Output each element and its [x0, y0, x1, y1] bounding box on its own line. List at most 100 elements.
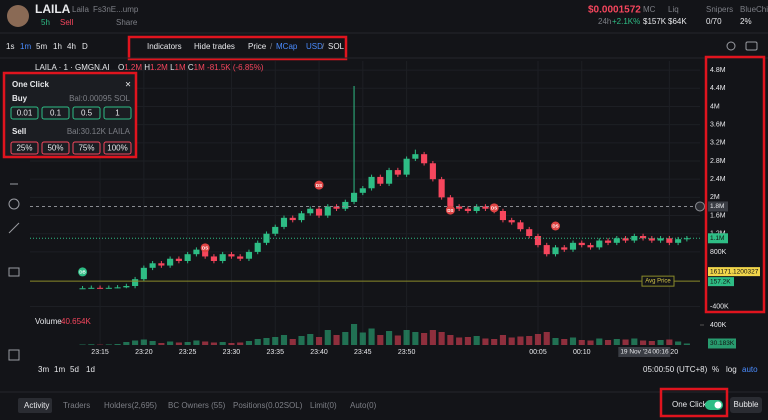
tool-icon[interactable] [8, 349, 20, 361]
range-button[interactable]: 1d [86, 365, 95, 374]
trade-marker[interactable] [78, 267, 88, 277]
tool-icon[interactable] [8, 267, 20, 277]
tab[interactable]: Holders(2,695) [104, 401, 157, 410]
bubble-button[interactable] [730, 397, 762, 413]
volume-bar [631, 338, 638, 345]
trade-marker[interactable] [550, 221, 560, 231]
candle-body [359, 188, 366, 193]
percent-toggle[interactable]: % [712, 365, 719, 374]
buy-button[interactable] [103, 106, 132, 120]
mcap-toggle[interactable]: MCap [276, 42, 298, 51]
volume-bar [298, 336, 305, 345]
sell-button[interactable] [72, 141, 101, 155]
y-tick-label: 2.4M [710, 176, 726, 183]
candle-body [272, 226, 279, 234]
price-toggle[interactable]: Price [248, 42, 267, 51]
tab[interactable]: Traders [63, 401, 90, 410]
x-tick-label: 23:50 [398, 349, 416, 356]
price-box [708, 277, 734, 287]
volume-bar [132, 340, 139, 345]
tab[interactable]: Auto(0) [350, 401, 377, 410]
stat-label: BlueChip [740, 5, 768, 14]
sol-toggle[interactable]: SOL [328, 42, 345, 51]
trade-marker[interactable] [200, 243, 210, 253]
token-address[interactable]: Fs3nE...ump [93, 5, 139, 14]
interval-button[interactable]: 1h [53, 42, 62, 51]
interval-button[interactable]: D [82, 42, 88, 51]
volume-bar [464, 337, 471, 345]
stat-value: 0/70 [706, 17, 722, 26]
candle-body [315, 208, 323, 216]
trade-marker[interactable] [314, 180, 324, 190]
volume-bar [359, 332, 366, 345]
sell-button[interactable] [10, 141, 39, 155]
candle-body [438, 179, 445, 198]
close-button[interactable]: × [125, 80, 131, 91]
token-symbol: LAILA [35, 2, 71, 16]
log-toggle[interactable]: log [726, 365, 737, 374]
x-tick-label: 23:20 [135, 349, 153, 356]
trade-marker-label: DS [447, 208, 453, 213]
trade-marker[interactable] [445, 205, 455, 215]
candle-body [202, 249, 209, 257]
panel-title: One Click [12, 80, 49, 89]
tab[interactable]: Limit(0) [310, 401, 337, 410]
tool-icon[interactable] [8, 222, 20, 234]
legend-value: 1M [175, 63, 186, 72]
interval-button[interactable]: 1m [20, 42, 31, 51]
range-button[interactable]: 3m [38, 365, 49, 374]
y-tick-label: 2M [710, 194, 720, 201]
camera-icon[interactable] [745, 41, 758, 51]
indicators-button[interactable]: Indicators [147, 42, 182, 51]
candle-body [596, 240, 603, 248]
buy-amount: 0.01 [17, 109, 33, 118]
candle-body [421, 154, 428, 164]
buy-button[interactable] [10, 106, 39, 120]
sell-button[interactable] [41, 141, 70, 155]
candle-body [368, 176, 375, 189]
switch-knob [714, 401, 722, 409]
volume-bar [412, 332, 419, 345]
trade-marker-label: DS [552, 224, 558, 229]
volume-bar [596, 338, 603, 345]
volume-bar [421, 333, 428, 345]
x-tick-label: 00:10 [573, 349, 591, 356]
volume-bar [167, 341, 174, 345]
volume-bar [158, 343, 165, 345]
interval-button[interactable]: 5m [36, 42, 47, 51]
buy-button[interactable] [41, 106, 70, 120]
candle-body [237, 256, 244, 259]
tab[interactable]: BC Owners (55) [168, 401, 226, 410]
candle-body [464, 208, 471, 211]
tool-icon[interactable] [8, 198, 20, 210]
range-button[interactable]: 5d [70, 365, 79, 374]
hide-trades-button[interactable]: Hide trades [194, 42, 235, 51]
volume-bar [184, 342, 191, 345]
candle-body [228, 254, 235, 257]
candle-body [140, 267, 147, 280]
crosshair-add[interactable] [695, 201, 705, 212]
trade-marker[interactable] [489, 203, 499, 213]
share-button[interactable]: Share [116, 18, 138, 27]
buy-button[interactable] [72, 106, 101, 120]
candle-body [683, 238, 690, 240]
tab[interactable]: Activity [24, 401, 49, 410]
volume-bar [140, 339, 147, 345]
sell-button[interactable] [103, 141, 132, 155]
candle-body [132, 279, 139, 286]
candle-body [324, 206, 331, 216]
volume-bar [482, 338, 489, 345]
usd-toggle[interactable]: USD [306, 42, 323, 51]
settings-icon[interactable] [726, 41, 736, 51]
tab[interactable]: Positions(0.02SOL) [233, 401, 303, 410]
volume-bar [657, 340, 664, 345]
interval-button[interactable]: 1s [6, 42, 14, 51]
volume-bar [683, 343, 690, 345]
volume-bar [342, 332, 349, 345]
sell-amount: 25% [16, 144, 32, 153]
auto-toggle[interactable]: auto [742, 365, 758, 374]
interval-button[interactable]: 4h [67, 42, 76, 51]
range-button[interactable]: 1m [54, 365, 65, 374]
highlight-box [704, 55, 766, 314]
